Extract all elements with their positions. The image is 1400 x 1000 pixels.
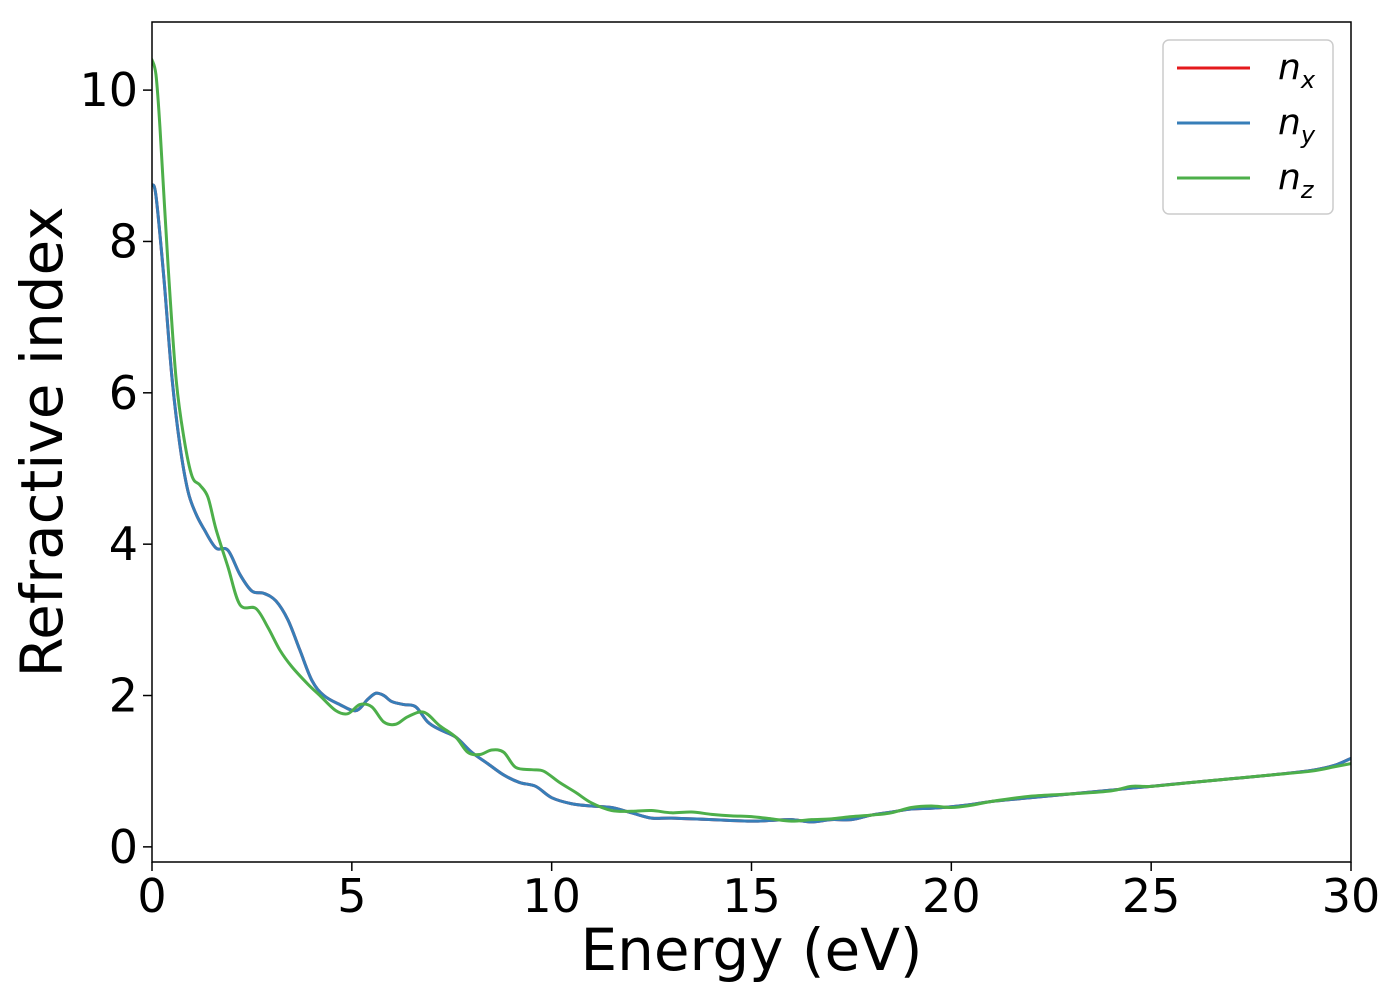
series-line-n-z [152,58,1351,823]
y-tick-label: 4 [109,517,138,571]
x-tick-label: 5 [337,869,366,923]
plot-area-background [152,22,1351,862]
y-tick-label: 2 [109,669,138,723]
x-tick-label: 30 [1322,869,1381,923]
y-tick-label: 8 [109,214,138,268]
y-tick-label: 0 [109,820,138,874]
x-tick-label: 20 [922,869,981,923]
x-tick-label: 10 [522,869,581,923]
x-tick-label: 0 [137,869,166,923]
x-tick-label: 15 [722,869,781,923]
plot-frame [151,21,1352,863]
series-layer [152,58,1351,824]
ticks-layer: 0 5 10 15 20 25 30 0 2 4 6 8 10 [79,63,1380,923]
legend-box [1162,39,1334,215]
y-tick-label: 6 [109,366,138,420]
x-axis-label: Energy (eV) [580,916,922,984]
y-tick-label: 10 [79,63,138,117]
x-tick-label: 25 [1122,869,1181,923]
y-axis-label: Refractive index [8,206,76,677]
